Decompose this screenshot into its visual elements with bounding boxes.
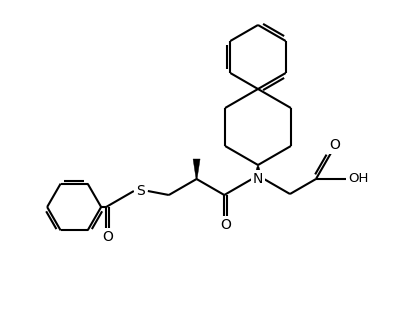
Text: OH: OH xyxy=(348,173,368,186)
Polygon shape xyxy=(255,165,261,175)
Text: O: O xyxy=(220,218,231,232)
Text: S: S xyxy=(137,184,145,198)
Polygon shape xyxy=(193,159,200,179)
Text: O: O xyxy=(330,138,341,152)
Text: O: O xyxy=(102,230,113,244)
Text: N: N xyxy=(253,172,263,186)
